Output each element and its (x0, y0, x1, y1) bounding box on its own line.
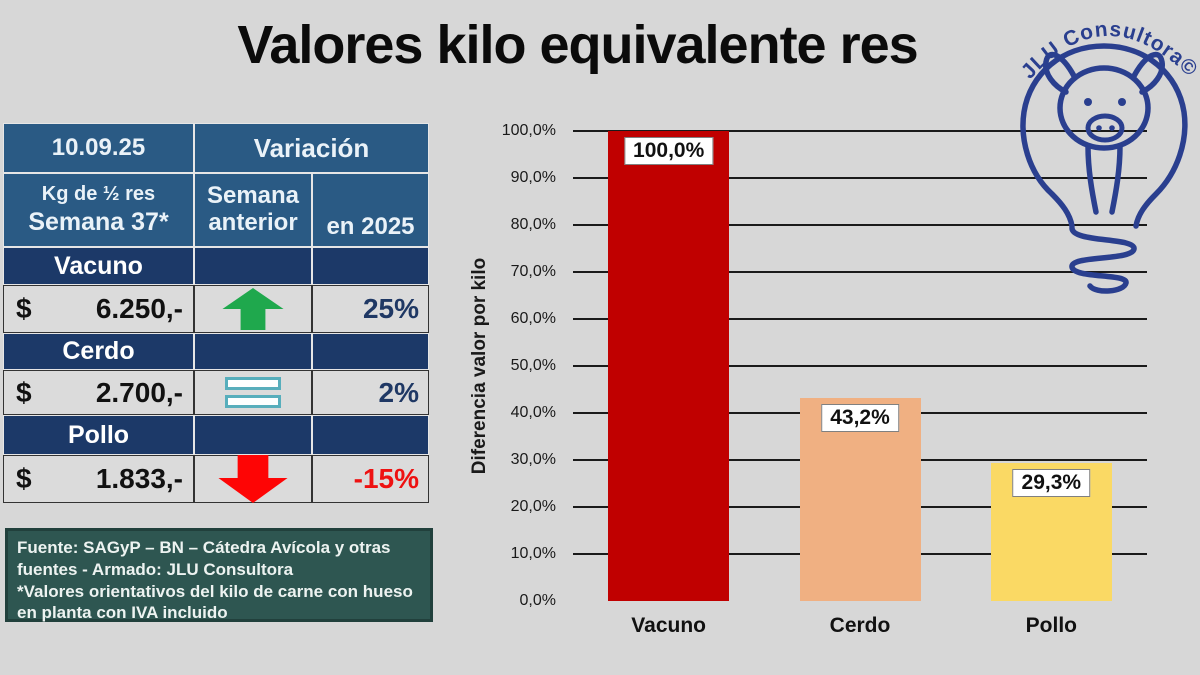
week-label-line1: Kg de ½ res (41, 182, 156, 205)
x-category-label: Pollo (1025, 614, 1077, 637)
species-cell-cerdo: Cerdo (3, 333, 194, 370)
bar-data-label: 43,2% (821, 403, 899, 432)
source-line-1: Fuente: SAGyP – BN – Cátedra Avícola y o… (17, 538, 391, 579)
species-cell-vacuno: Vacuno (3, 247, 194, 285)
source-line-2: *Valores orientativos del kilo de carne … (17, 581, 413, 623)
y-tick-label: 60,0% (510, 310, 556, 327)
y-tick-label: 70,0% (510, 263, 556, 280)
y-tick-label: 100,0% (501, 122, 556, 139)
price-cell-pollo: $ 1.833,- (3, 455, 194, 503)
price-value: 1.833,- (95, 463, 183, 494)
week-header-cell: Kg de ½ res Semana 37* (3, 173, 194, 247)
gridline (573, 224, 1147, 226)
source-note: Fuente: SAGyP – BN – Cátedra Avícola y o… (5, 528, 433, 622)
y-tick-label: 20,0% (510, 498, 556, 515)
gridline (573, 318, 1147, 320)
empty-cell (312, 247, 429, 285)
x-category-label: Cerdo (829, 614, 891, 637)
bar-data-label: 100,0% (624, 137, 714, 165)
y-tick-label: 50,0% (510, 357, 556, 374)
prev-week-header-cell: Semana anterior (194, 173, 312, 247)
pct-cell-cerdo: 2% (312, 370, 429, 415)
price-cell-vacuno: $ 6.250,- (3, 285, 194, 333)
price-value: 6.250,- (95, 293, 183, 324)
empty-cell (312, 415, 429, 455)
variation-header-cell: Variación (194, 123, 429, 173)
gridline (573, 130, 1147, 132)
price-cell-cerdo: $ 2.700,- (3, 370, 194, 415)
y-tick-label: 40,0% (510, 404, 556, 421)
trend-equals-icon (225, 377, 281, 408)
trend-cell-pollo (194, 455, 312, 503)
gridline (573, 271, 1147, 273)
empty-cell (194, 415, 312, 455)
empty-cell (194, 247, 312, 285)
gridline (573, 365, 1147, 367)
species-cell-pollo: Pollo (3, 415, 194, 455)
date-cell: 10.09.25 (3, 123, 194, 173)
price-value: 2.700,- (95, 376, 183, 408)
week-label-line2: Semana 37* (28, 207, 169, 236)
trend-down-arrow-icon (218, 455, 288, 503)
trend-cell-vacuno (194, 285, 312, 333)
bar-vacuno (608, 131, 730, 601)
empty-cell (194, 333, 312, 370)
y-tick-label: 10,0% (510, 545, 556, 562)
price-table: 10.09.25 Variación Kg de ½ res Semana 37… (3, 123, 429, 503)
pct-cell-pollo: -15% (312, 455, 429, 503)
y-tick-label: 80,0% (510, 216, 556, 233)
page-title: Valores kilo equivalente res (237, 15, 918, 75)
x-category-label: Vacuno (631, 614, 707, 637)
currency-symbol: $ (16, 293, 32, 324)
pig-lightbulb-icon (1020, 43, 1188, 294)
currency-symbol: $ (16, 463, 32, 494)
gridline (573, 177, 1147, 179)
bar-data-label: 29,3% (1012, 469, 1091, 498)
y-tick-label: 0,0% (519, 592, 556, 609)
pct-cell-vacuno: 25% (312, 285, 429, 333)
ytd-header-cell: en 2025 (312, 173, 429, 247)
jlu-consultora-logo: JLU Consultora© (1017, 18, 1200, 294)
trend-up-arrow-icon (222, 288, 284, 330)
y-tick-label: 30,0% (510, 451, 556, 468)
y-tick-label: 90,0% (510, 169, 556, 186)
trend-cell-cerdo (194, 370, 312, 415)
empty-cell (312, 333, 429, 370)
currency-symbol: $ (16, 376, 32, 408)
